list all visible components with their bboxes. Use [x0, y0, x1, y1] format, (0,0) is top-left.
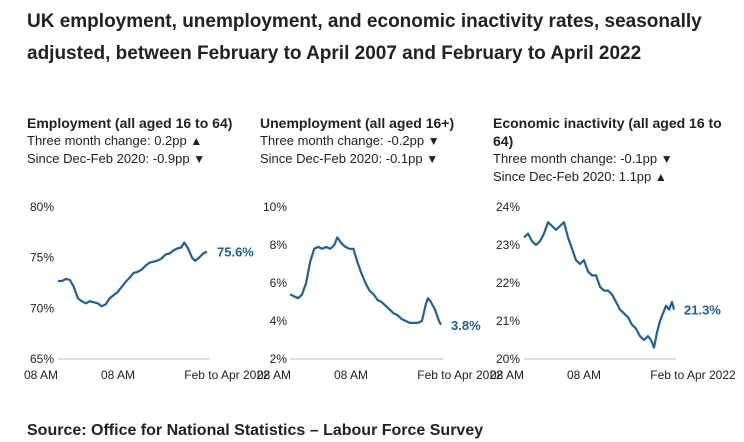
y-tick-label: 23% [496, 238, 520, 252]
end-value-label: 75.6% [217, 245, 254, 260]
change-arrow-icon: ▲ [190, 134, 203, 148]
x-tick-label: 08 AM [24, 368, 58, 382]
panel-title: Employment (all aged 16 to 64) [27, 115, 233, 131]
series-line [289, 236, 442, 326]
chart-title: UK employment, unemployment, and economi… [27, 11, 702, 64]
since-covid-change-text: Since Dec-Feb 2020: 1.1pp [493, 169, 652, 184]
panel-title: Unemployment (all aged 16+) [260, 115, 455, 131]
change-arrow-icon: ▼ [660, 152, 673, 166]
three-month-change-text: Three month change: -0.1pp [493, 151, 658, 166]
y-tick-label: 22% [496, 276, 520, 290]
x-tick-label: Feb to Apr 2022 [417, 368, 503, 382]
panel-title: Economic inactivity (all aged 16 to 64) [493, 115, 722, 149]
since-covid-change: Since Dec-Feb 2020: -0.9pp ▼ [27, 150, 259, 168]
y-tick-label: 70% [30, 301, 54, 315]
change-arrow-icon: ▲ [654, 170, 667, 184]
y-tick-label: 10% [263, 200, 287, 214]
y-tick-label: 8% [270, 238, 288, 252]
y-tick-label: 21% [496, 314, 520, 328]
since-covid-change: Since Dec-Feb 2020: 1.1pp ▲ [493, 168, 725, 186]
x-tick-label: 08 AM [567, 368, 601, 382]
three-month-change: Three month change: -0.1pp ▼ [493, 150, 725, 168]
employment-panel: Employment (all aged 16 to 64) Three mon… [27, 114, 259, 168]
end-value-label: 3.8% [451, 318, 481, 333]
y-tick-label: 20% [496, 352, 520, 366]
change-arrow-icon: ▼ [193, 152, 206, 166]
y-tick-label: 80% [30, 200, 54, 214]
inactivity-panel: Economic inactivity (all aged 16 to 64) … [493, 114, 725, 186]
y-tick-label: 6% [270, 276, 288, 290]
y-tick-label: 24% [496, 200, 520, 214]
three-month-change-text: Three month change: 0.2pp [27, 133, 187, 148]
x-tick-label: 08 AM [334, 368, 368, 382]
since-covid-change: Since Dec-Feb 2020: -0.1pp ▼ [260, 150, 492, 168]
series-line [58, 241, 208, 308]
y-tick-label: 2% [270, 352, 288, 366]
x-tick-label: 08 AM [490, 368, 524, 382]
change-arrow-icon: ▼ [426, 152, 439, 166]
three-month-change: Three month change: -0.2pp ▼ [260, 132, 492, 150]
since-covid-change-text: Since Dec-Feb 2020: -0.1pp [260, 151, 423, 166]
y-tick-label: 4% [270, 314, 288, 328]
x-tick-label: Feb to Apr 2022 [650, 368, 736, 382]
series-line [523, 221, 676, 349]
since-covid-change-text: Since Dec-Feb 2020: -0.9pp [27, 151, 190, 166]
three-month-change: Three month change: 0.2pp ▲ [27, 132, 259, 150]
change-arrow-icon: ▼ [427, 134, 440, 148]
unemployment-panel: Unemployment (all aged 16+) Three month … [260, 114, 492, 168]
y-tick-label: 65% [30, 352, 54, 366]
y-tick-label: 75% [30, 251, 54, 265]
x-tick-label: Feb to Apr 2022 [184, 368, 270, 382]
source-note: Source: Office for National Statistics –… [27, 422, 484, 439]
x-tick-label: 08 AM [101, 368, 135, 382]
three-month-change-text: Three month change: -0.2pp [260, 133, 425, 148]
x-tick-label: 08 AM [257, 368, 291, 382]
end-value-label: 21.3% [684, 303, 721, 318]
